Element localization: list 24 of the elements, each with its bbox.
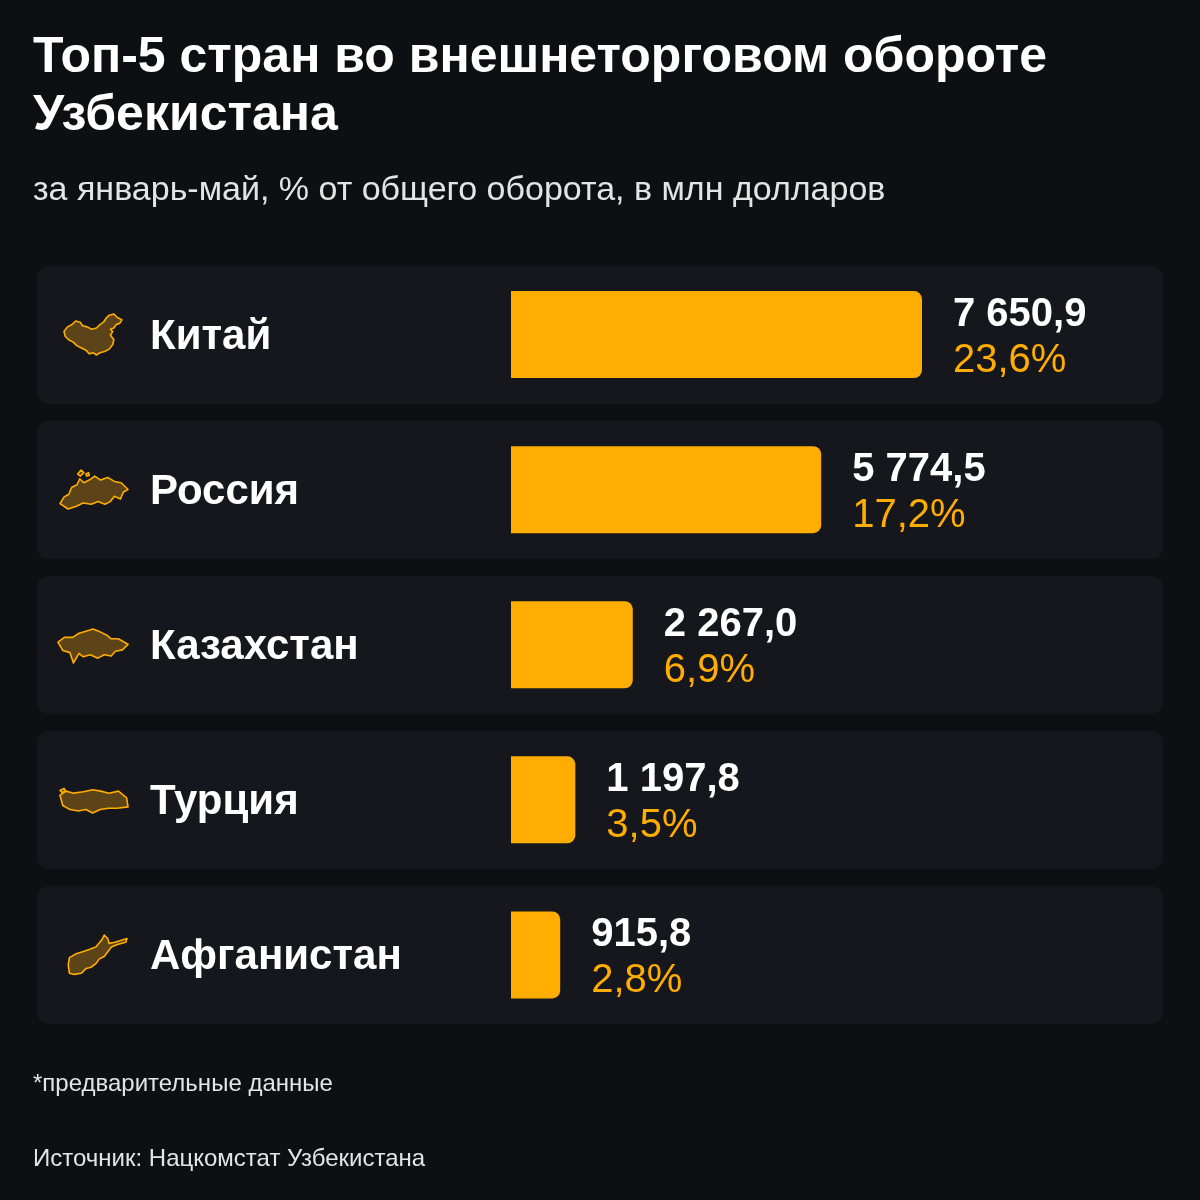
annotation: 6,9% [663, 645, 755, 690]
annotation: 17,2% [852, 490, 966, 535]
y-tick-label: Китай [150, 311, 272, 359]
data-label: 915,8 [591, 909, 692, 954]
y-tick-label: Казахстан [150, 621, 359, 669]
annotation: 2,8% [591, 955, 683, 1000]
bar [511, 601, 633, 689]
y-tick-label: Афганистан [150, 931, 402, 979]
y-tick-label: Россия [150, 466, 300, 514]
y-tick-label: Турция [150, 776, 299, 824]
annotation: 23,6% [953, 335, 1067, 380]
data-label: 2 267,0 [663, 599, 798, 644]
data-label: 7 650,9 [953, 289, 1087, 334]
data-label: 5 774,5 [852, 444, 986, 489]
bar [511, 756, 576, 844]
chart-subtitle: за январь-май, % от общего оборота, в млн долларов [33, 168, 887, 208]
bar [511, 446, 822, 534]
chart-title: Топ-5 стран во внешнеторговом обороте Узбекистана [33, 26, 1049, 142]
data-label: 1 197,8 [606, 754, 740, 799]
text: Источник: Нацкомстат Узбекистана [33, 1143, 426, 1173]
bar [511, 291, 922, 379]
annotation: 3,5% [606, 800, 698, 845]
text: *предварительные данные [33, 1068, 333, 1098]
bar [511, 911, 561, 999]
